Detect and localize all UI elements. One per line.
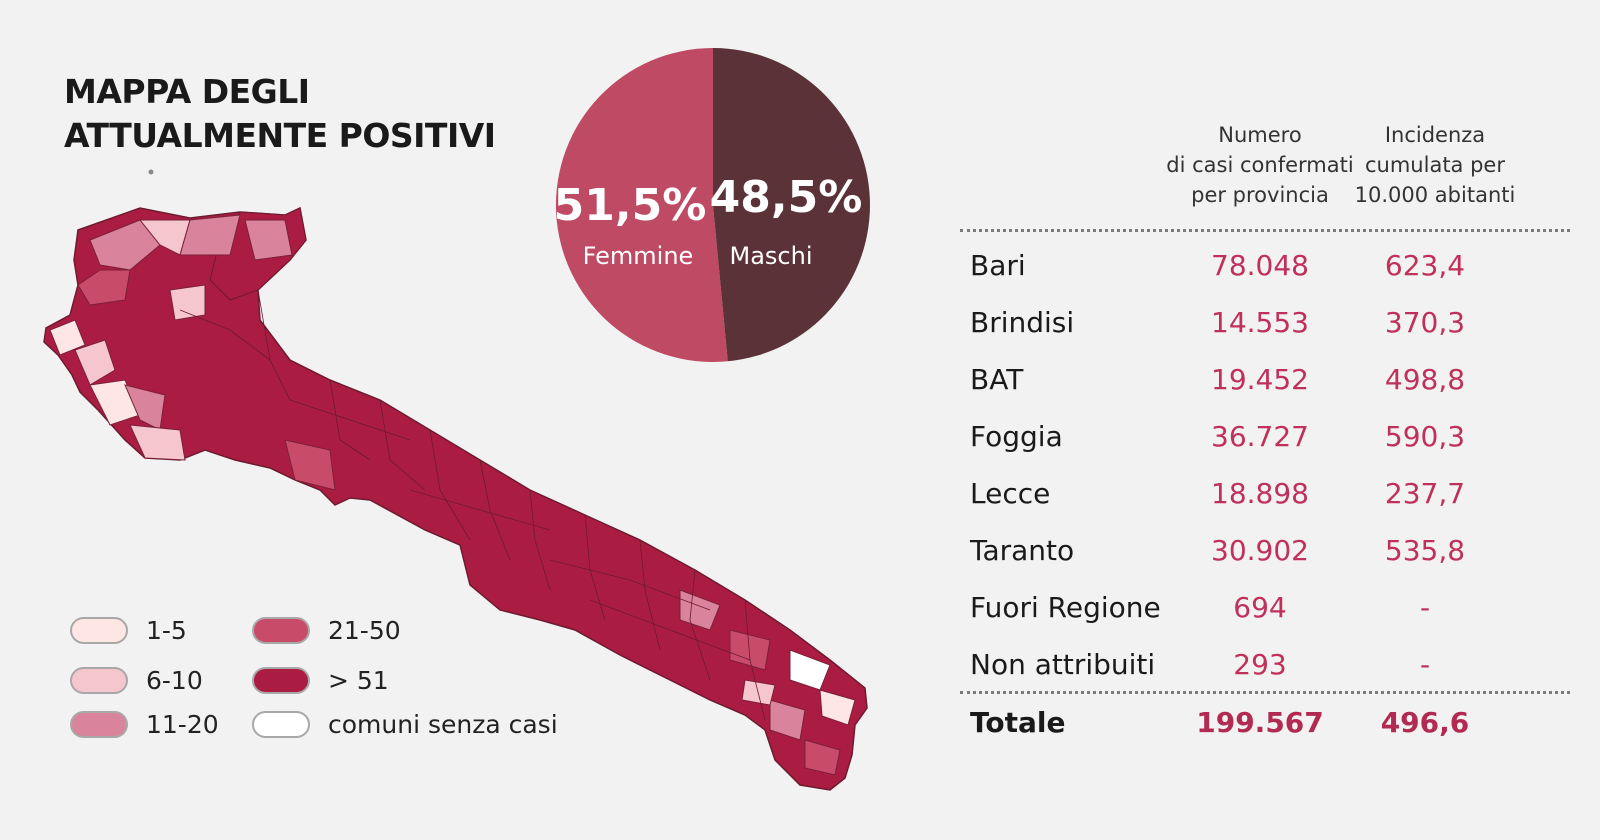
total-divider [960,691,1570,694]
row-province-name: Bari [970,249,1026,282]
legend-label-6-10: 6-10 [146,666,203,695]
legend-swatch-21-50 [252,617,310,644]
row-cases-value: 18.898 [1211,477,1309,510]
row-province-name: Non attribuiti [970,648,1156,681]
puglia-outline [43,206,868,791]
legend-item-6-10: 6-10 [70,666,203,695]
map-legend: 1-5 6-10 11-20 21-50 > 51 comuni senza c… [70,612,590,762]
column-header-incidence: Incidenza cumulata per 10.000 abitanti [1335,120,1535,210]
total-incidence-value: 496,6 [1380,706,1470,739]
row-cases-value: 14.553 [1211,306,1309,339]
table-row: Foggia 36.727 590,3 [960,408,1570,465]
column-header-incidence-line2: cumulata per [1365,153,1505,177]
pie-label-femmine-percent: 51,5% [554,180,707,231]
municipality-borders [179,289,766,721]
column-header-cases-line3: per provincia [1191,183,1329,207]
table-total-row: Totale 199.567 496,6 [960,694,1570,751]
row-cases-value: 30.902 [1211,534,1309,567]
pie-slice-maschi [713,48,870,362]
column-header-incidence-line3: 10.000 abitanti [1354,183,1516,207]
legend-swatch-no-cases [252,711,310,738]
legend-item-21-50: 21-50 [252,616,401,645]
row-incidence-value: 535,8 [1384,534,1466,567]
row-cases-value: 19.452 [1211,363,1309,396]
column-header-cases-line2: di casi confermati [1166,153,1354,177]
puglia-map [43,169,868,791]
pie-label-maschi: Maschi [730,242,813,270]
row-province-name: Lecce [970,477,1051,510]
row-province-name: Foggia [970,420,1063,453]
row-province-name: Brindisi [970,306,1075,339]
total-label: Totale [970,706,1066,739]
pie-label-femmine: Femmine [583,242,694,270]
table-row: Taranto 30.902 535,8 [960,522,1570,579]
header-divider [960,229,1570,232]
legend-label-1-5: 1-5 [146,616,187,645]
row-cases-value: 694 [1233,591,1287,624]
row-cases-value: 36.727 [1211,420,1309,453]
column-header-cases: Numero di casi confermati per provincia [1130,120,1390,210]
province-table: Numero di casi confermati per provincia … [960,0,1570,840]
legend-swatch-11-20 [70,711,128,738]
row-province-name: BAT [970,363,1024,396]
table-row: Bari 78.048 623,4 [960,237,1570,294]
row-incidence-value: - [1419,591,1431,624]
row-incidence-value: 237,7 [1384,477,1466,510]
legend-swatch-6-10 [70,667,128,694]
row-incidence-value: 590,3 [1384,420,1466,453]
row-cases-value: 78.048 [1211,249,1309,282]
table-row: Lecce 18.898 237,7 [960,465,1570,522]
map-title: MAPPA DEGLI ATTUALMENTE POSITIVI [64,70,496,158]
total-cases-value: 199.567 [1196,706,1324,739]
map-title-line2: ATTUALMENTE POSITIVI [64,116,496,155]
column-header-cases-line1: Numero [1218,123,1302,147]
row-province-name: Taranto [970,534,1075,567]
legend-item-11-20: 11-20 [70,710,219,739]
map-title-line1: MAPPA DEGLI [64,72,310,111]
legend-item-no-cases: comuni senza casi [252,710,558,739]
table-row: BAT 19.452 498,8 [960,351,1570,408]
legend-label-no-cases: comuni senza casi [328,710,558,739]
pie-label-maschi-percent: 48,5% [710,172,863,223]
row-cases-value: 293 [1233,648,1287,681]
legend-label-51-plus: > 51 [328,666,389,695]
legend-item-51-plus: > 51 [252,666,389,695]
row-province-name: Fuori Regione [970,591,1161,624]
legend-label-11-20: 11-20 [146,710,219,739]
gender-pie-chart: 51,5% Femmine 48,5% Maschi [554,48,870,362]
column-header-incidence-line1: Incidenza [1384,123,1486,147]
tremiti-islands [148,169,154,175]
row-incidence-value: 498,8 [1384,363,1466,396]
legend-label-21-50: 21-50 [328,616,401,645]
row-incidence-value: - [1419,648,1431,681]
legend-item-1-5: 1-5 [70,616,187,645]
row-incidence-value: 370,3 [1384,306,1466,339]
table-row: Brindisi 14.553 370,3 [960,294,1570,351]
pie-slice-femmine [555,48,728,362]
legend-swatch-51-plus [252,667,310,694]
table-row: Non attribuiti 293 - [960,636,1570,693]
row-incidence-value: 623,4 [1384,249,1466,282]
table-row: Fuori Regione 694 - [960,579,1570,636]
legend-swatch-1-5 [70,617,128,644]
municipality-patches [49,214,856,776]
